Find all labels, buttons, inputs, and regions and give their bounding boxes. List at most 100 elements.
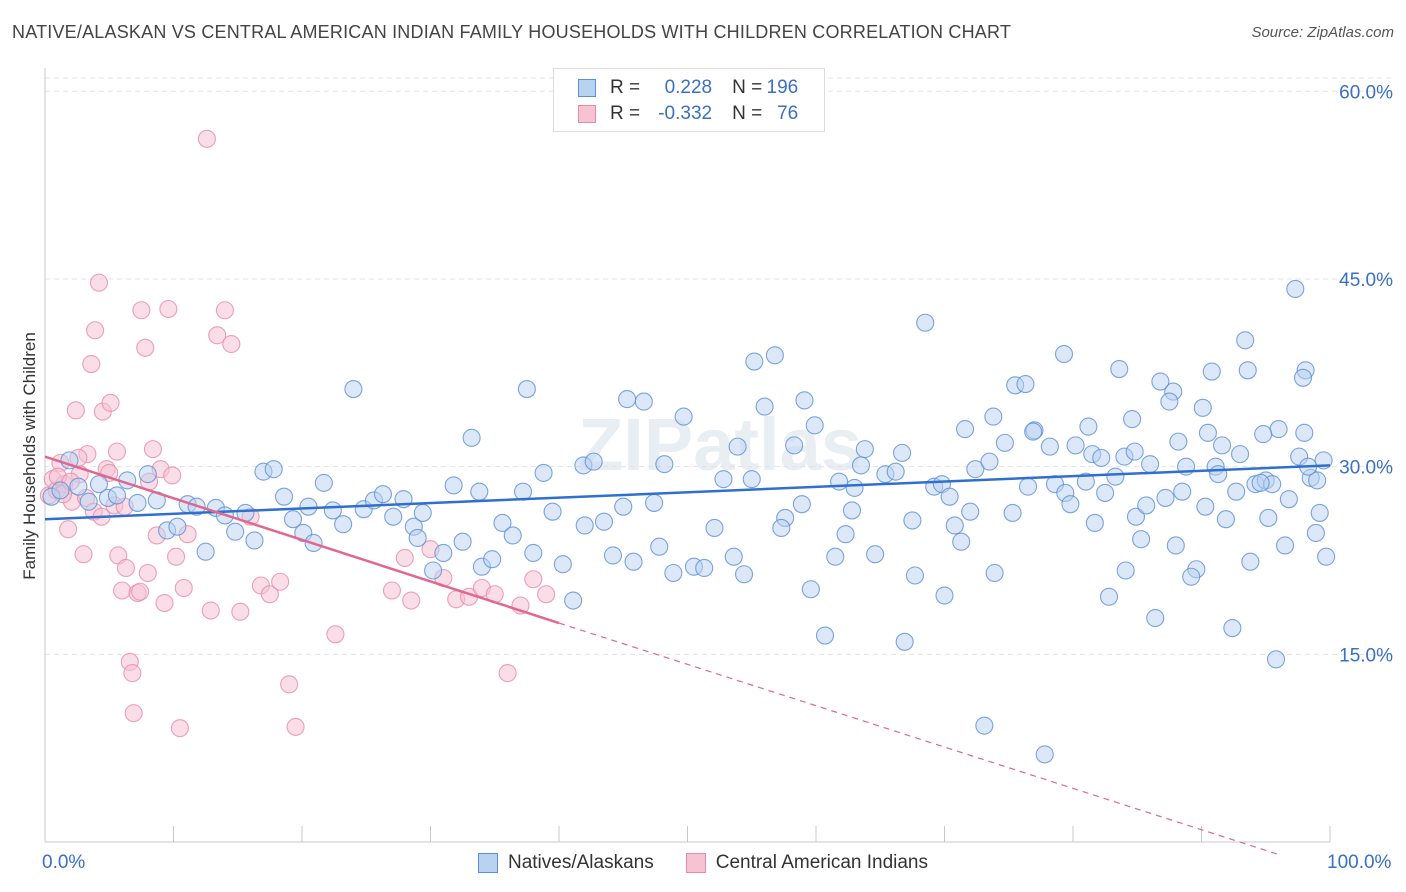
data-point bbox=[553, 555, 572, 574]
data-point bbox=[1137, 496, 1156, 515]
data-point bbox=[664, 563, 683, 583]
data-point bbox=[196, 542, 215, 561]
trend-lines bbox=[44, 455, 1331, 856]
data-point bbox=[513, 482, 533, 501]
data-point bbox=[1238, 361, 1257, 380]
data-point bbox=[155, 593, 174, 613]
data-point bbox=[836, 525, 855, 544]
data-point bbox=[1123, 410, 1142, 429]
data-point bbox=[634, 392, 653, 411]
data-point bbox=[866, 545, 885, 564]
data-point bbox=[1126, 507, 1146, 526]
data-point bbox=[903, 511, 922, 530]
n-value: 76 bbox=[777, 103, 799, 124]
data-point bbox=[1173, 482, 1192, 501]
data-point bbox=[283, 510, 303, 529]
data-point bbox=[107, 486, 127, 505]
data-point bbox=[1106, 467, 1125, 486]
data-point bbox=[714, 470, 733, 489]
data-point bbox=[174, 578, 193, 598]
data-point bbox=[1259, 508, 1278, 527]
data-point bbox=[995, 433, 1014, 452]
data-point bbox=[895, 632, 914, 651]
data-point bbox=[1275, 536, 1295, 555]
data-point bbox=[1236, 331, 1255, 350]
axes bbox=[44, 68, 1331, 843]
data-point bbox=[724, 547, 743, 566]
series-natives-alaskans bbox=[42, 279, 1336, 764]
y-axis-label: Family Households with Children bbox=[20, 332, 39, 580]
data-point bbox=[695, 558, 714, 578]
data-point bbox=[1054, 344, 1074, 364]
legend-item-natives: Natives/Alaskans bbox=[477, 852, 654, 874]
n-label: N = bbox=[732, 77, 763, 98]
data-point bbox=[1141, 455, 1160, 474]
data-point bbox=[1182, 567, 1201, 586]
data-point bbox=[1196, 497, 1215, 516]
data-point bbox=[618, 390, 637, 409]
data-point bbox=[86, 321, 105, 340]
data-point bbox=[745, 352, 764, 371]
data-point bbox=[280, 675, 299, 694]
data-point bbox=[1223, 618, 1242, 638]
data-point bbox=[728, 437, 747, 456]
data-point bbox=[537, 585, 556, 604]
data-point bbox=[208, 326, 227, 345]
data-point bbox=[1024, 422, 1043, 441]
data-point bbox=[1116, 561, 1135, 580]
data-point bbox=[113, 581, 132, 600]
data-point bbox=[408, 528, 427, 548]
data-point bbox=[222, 334, 241, 354]
data-point bbox=[655, 455, 674, 474]
data-point bbox=[493, 513, 512, 532]
data-point bbox=[1295, 423, 1314, 442]
data-point bbox=[274, 487, 294, 506]
data-point bbox=[1269, 420, 1288, 439]
data-point bbox=[1198, 423, 1217, 442]
data-point bbox=[1018, 477, 1038, 496]
data-point bbox=[168, 517, 187, 536]
data-point bbox=[674, 407, 693, 426]
trend-line-central-american bbox=[44, 455, 560, 625]
data-point bbox=[1216, 510, 1235, 529]
data-point bbox=[1251, 473, 1270, 492]
series-legend: Natives/Alaskans Central American Indian… bbox=[0, 852, 1406, 874]
pink-swatch-icon bbox=[578, 105, 596, 123]
data-point bbox=[765, 346, 784, 365]
data-point bbox=[826, 547, 845, 566]
data-point bbox=[167, 547, 186, 566]
data-point bbox=[801, 580, 820, 599]
data-point bbox=[952, 532, 971, 551]
data-point bbox=[564, 591, 583, 610]
data-point bbox=[163, 466, 182, 485]
data-point bbox=[1016, 375, 1035, 394]
stats-row-natives: R = 0.228 N = 196 bbox=[578, 76, 798, 100]
data-point bbox=[131, 582, 150, 601]
data-point bbox=[594, 512, 614, 531]
data-point bbox=[143, 440, 162, 459]
data-point bbox=[170, 719, 189, 738]
data-point bbox=[815, 626, 835, 645]
data-point bbox=[624, 552, 643, 571]
data-point bbox=[470, 482, 489, 501]
y-tick-label: 45.0% bbox=[1339, 270, 1393, 291]
data-point bbox=[1061, 495, 1080, 514]
data-point bbox=[260, 585, 279, 604]
data-point bbox=[1241, 552, 1260, 571]
data-point bbox=[1209, 465, 1228, 484]
data-point bbox=[201, 601, 220, 620]
y-tick-label: 15.0% bbox=[1339, 645, 1393, 666]
data-point bbox=[51, 481, 70, 500]
data-point bbox=[498, 664, 517, 683]
data-point bbox=[1310, 503, 1329, 522]
data-point bbox=[966, 460, 985, 479]
data-point bbox=[1254, 425, 1273, 444]
n-value: 196 bbox=[766, 77, 799, 98]
data-point bbox=[79, 492, 98, 511]
data-point bbox=[584, 452, 603, 471]
data-point bbox=[940, 487, 959, 506]
data-point bbox=[1293, 368, 1313, 387]
data-point bbox=[373, 485, 393, 504]
data-point bbox=[1151, 372, 1170, 391]
